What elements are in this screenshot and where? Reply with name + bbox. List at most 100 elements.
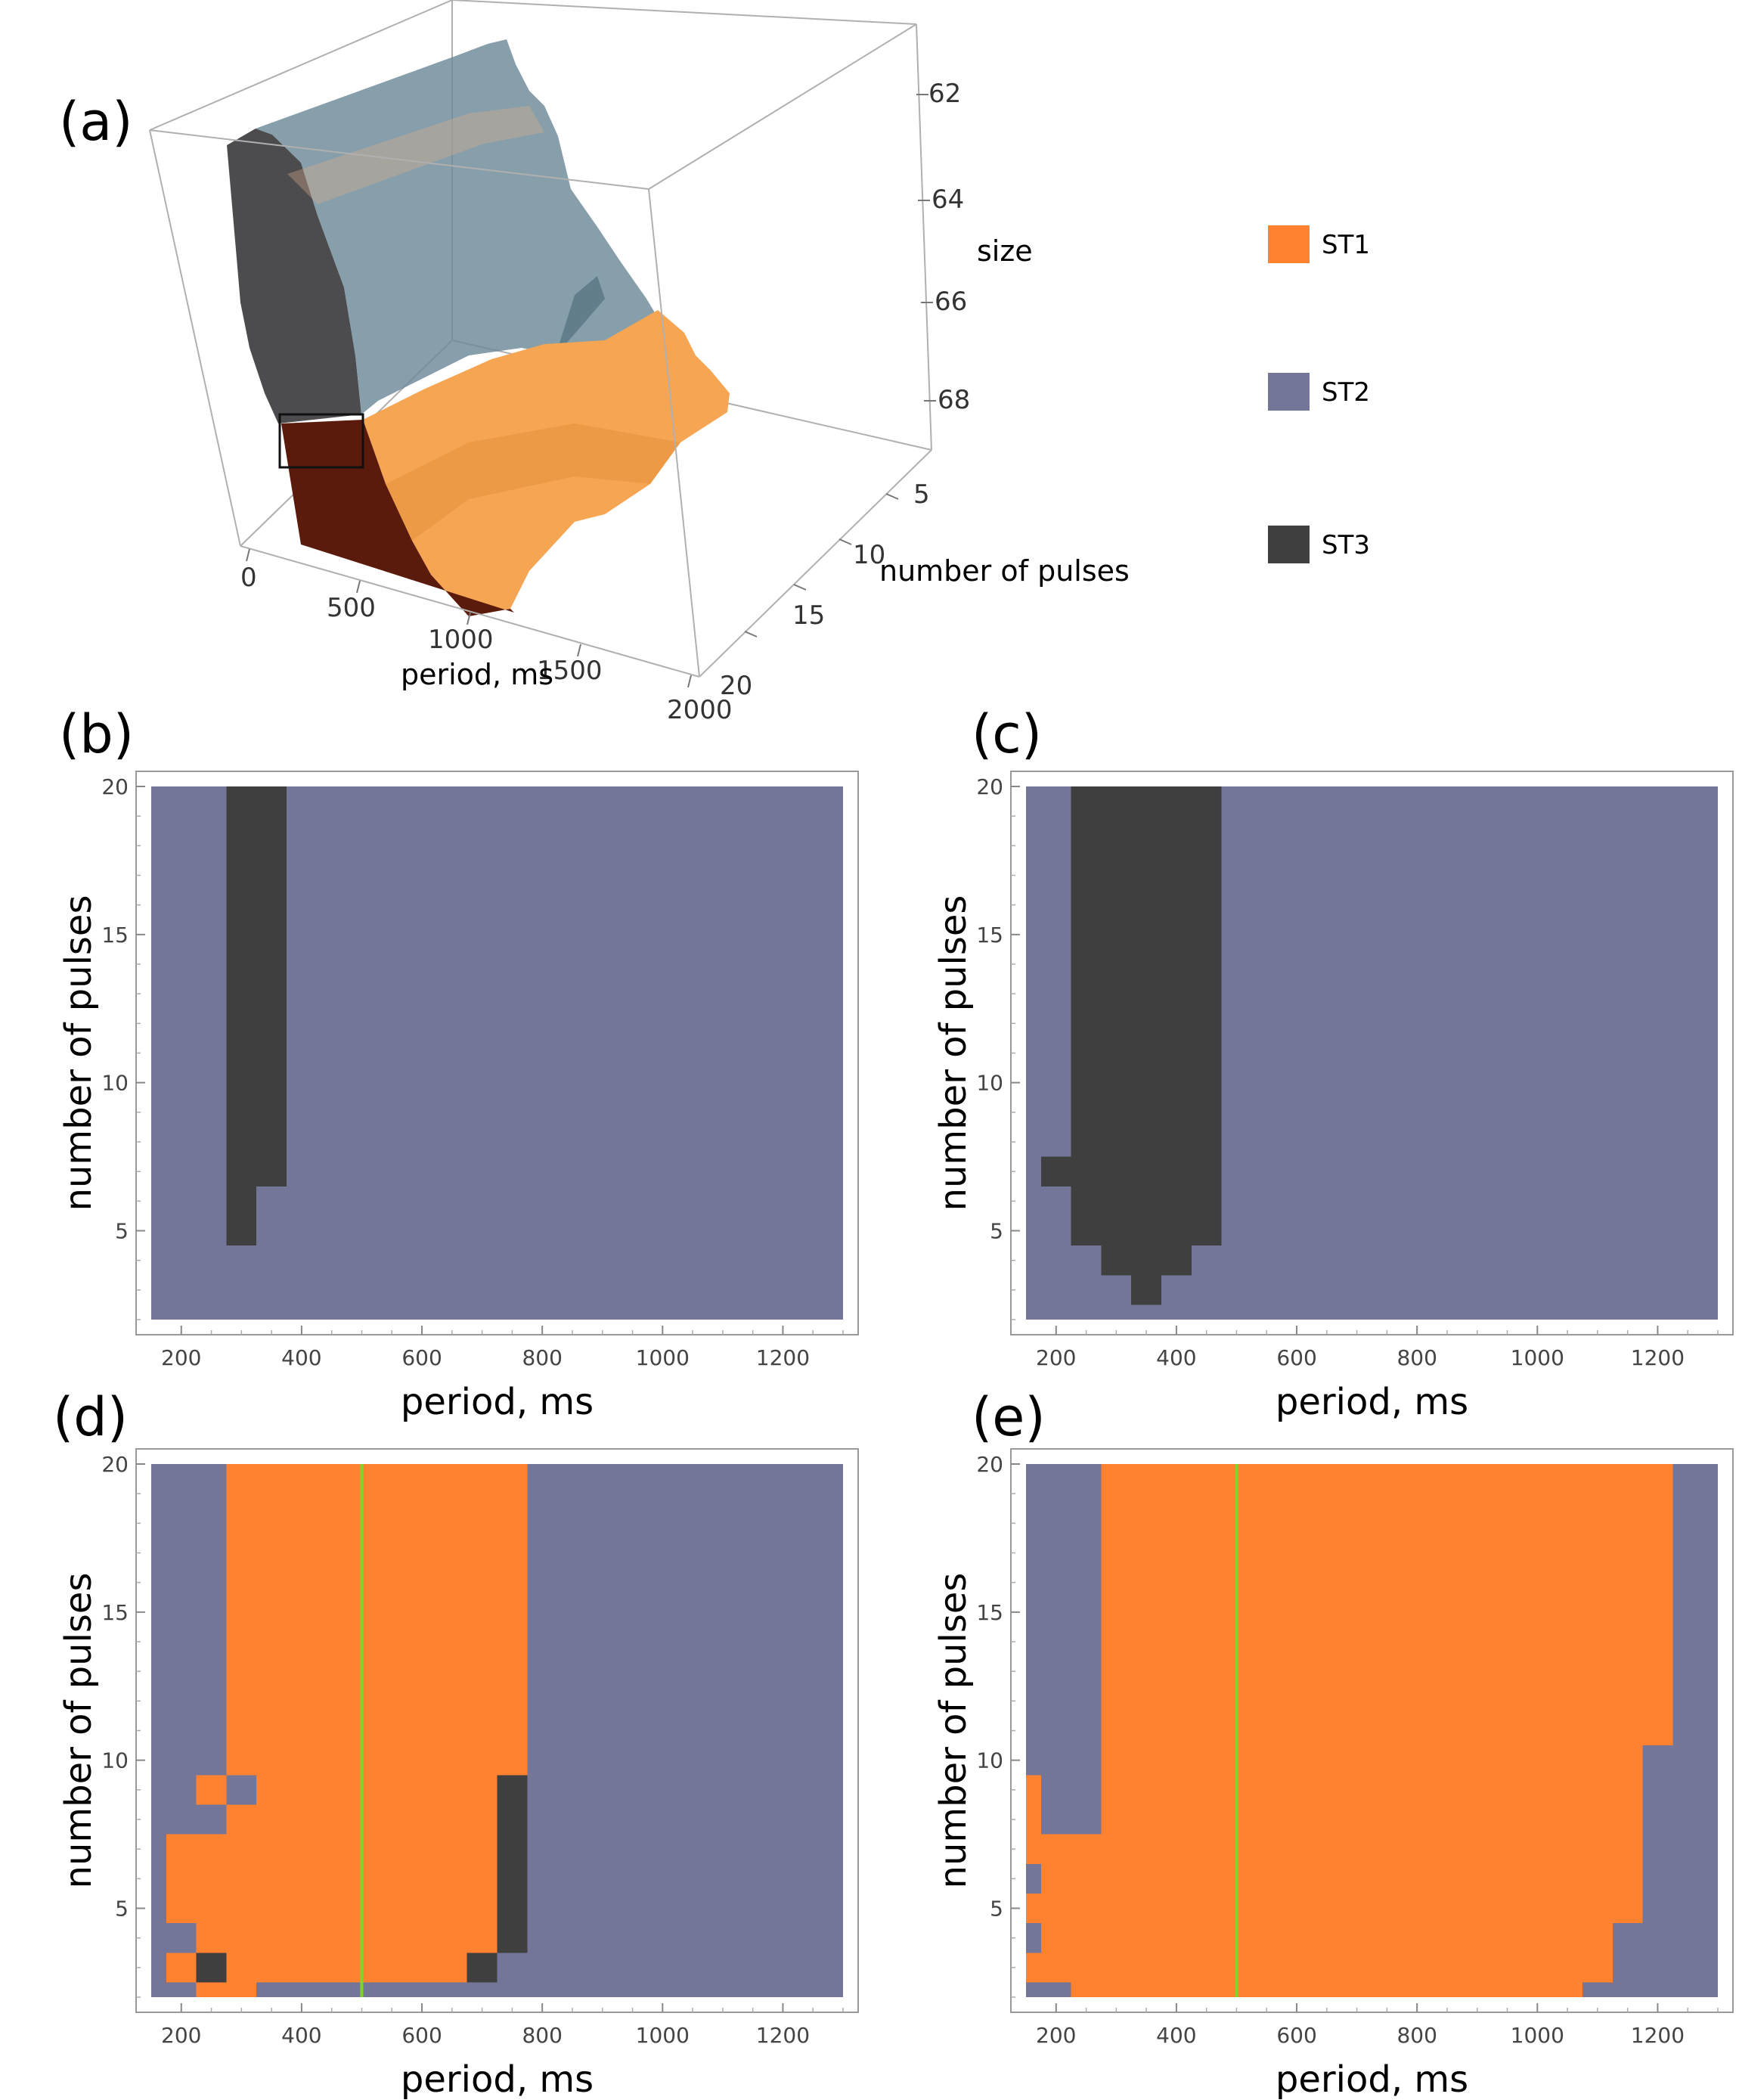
heatmap-cell-st1 bbox=[196, 1775, 227, 1805]
x-tick-1000: 1000 bbox=[428, 625, 494, 655]
legend-swatch-st2 bbox=[1268, 373, 1310, 411]
panel-b-label: (b) bbox=[59, 703, 134, 765]
x-axis-ticks bbox=[246, 548, 692, 688]
heatmap-cell-st1 bbox=[226, 1464, 257, 1776]
legend-label-st3: ST3 bbox=[1322, 530, 1370, 560]
heatmap-cell-st3 bbox=[1071, 786, 1102, 1246]
y-axis-ticks bbox=[744, 493, 899, 637]
panel-c: (c) 200 400 600 800 1000 1200 5 10 15 20 period, m… bbox=[932, 703, 1734, 1423]
y-tick-5: 5 bbox=[913, 479, 930, 510]
x-axis-label: period, ms bbox=[1276, 2058, 1468, 2100]
y-tick-label: 20 bbox=[976, 774, 1003, 799]
x-tick-label: 1200 bbox=[1631, 2023, 1685, 2048]
x-tick-label: 1200 bbox=[756, 2023, 810, 2048]
y-tick-label: 15 bbox=[976, 923, 1003, 948]
x-tick-label: 800 bbox=[1396, 1345, 1437, 1370]
y-axis-label: number of pulses bbox=[932, 1573, 975, 1889]
z-axis-label: size bbox=[977, 234, 1033, 268]
heatmap-cell-st1 bbox=[377, 1464, 467, 1983]
heatmap-cell-st3 bbox=[1161, 786, 1192, 1276]
y-tick-label: 5 bbox=[990, 1219, 1003, 1244]
panel-b: (b) 200 400 600 800 1000 1200 5 10 15 20 period, m… bbox=[57, 703, 859, 1423]
panel-d-label: (d) bbox=[53, 1386, 128, 1448]
z-tick-62: 62 bbox=[928, 79, 961, 109]
panel-d: (d) 200 400 600 800 1000 1200 5 10 15 20 period, m… bbox=[53, 1386, 859, 2100]
heatmap-cell-st3 bbox=[1101, 786, 1132, 1276]
x-tick-label: 600 bbox=[401, 1345, 442, 1370]
y-tick-label: 20 bbox=[101, 1452, 129, 1477]
y-tick-label: 20 bbox=[976, 1452, 1003, 1477]
x-tick-2000: 2000 bbox=[667, 695, 733, 725]
x-axis-label: period, ms bbox=[401, 1381, 594, 1423]
z-axis-ticks bbox=[916, 94, 936, 402]
panel-e: (e) 200 400 600 800 1000 1200 5 10 15 20 period, m… bbox=[932, 1386, 1734, 2100]
x-tick-label: 600 bbox=[401, 2023, 442, 2048]
y-tick-label: 5 bbox=[115, 1219, 129, 1244]
panel-a-label: (a) bbox=[59, 91, 133, 153]
box-front-edges bbox=[149, 23, 932, 678]
x-tick-label: 1000 bbox=[636, 1345, 690, 1370]
heatmap-cell-st1 bbox=[1612, 1464, 1643, 1924]
heatmap-cell-st3 bbox=[1191, 786, 1222, 1246]
x-tick-label: 800 bbox=[522, 2023, 562, 2048]
heatmap-cell-st1 bbox=[1582, 1464, 1613, 1983]
x-tick-label: 400 bbox=[1156, 2023, 1196, 2048]
z-tick-66: 66 bbox=[935, 287, 967, 317]
y-tick-20: 20 bbox=[720, 671, 752, 701]
legend-swatch-st1 bbox=[1268, 225, 1310, 263]
y-tick-label: 10 bbox=[101, 1748, 129, 1773]
heatmap-cell-st1 bbox=[256, 1464, 377, 1983]
heatmap-cell-st1 bbox=[467, 1464, 498, 1953]
panel-c-label: (c) bbox=[972, 703, 1042, 765]
legend-label-st1: ST1 bbox=[1322, 230, 1370, 260]
heatmap-cell-st3 bbox=[1131, 786, 1162, 1305]
y-tick-label: 10 bbox=[976, 1071, 1003, 1096]
x-tick-label: 600 bbox=[1276, 1345, 1316, 1370]
heatmap-cell-st1 bbox=[226, 1804, 257, 1997]
x-tick-label: 1200 bbox=[1631, 1345, 1685, 1370]
y-tick-label: 10 bbox=[976, 1748, 1003, 1773]
x-tick-label: 1000 bbox=[636, 2023, 690, 2048]
heatmap-cell-st1 bbox=[196, 1982, 227, 1997]
y-tick-label: 5 bbox=[115, 1897, 129, 1922]
y-tick-label: 15 bbox=[976, 1600, 1003, 1625]
heatmap-cell-st3 bbox=[1040, 1156, 1071, 1186]
heatmap-cell-st1 bbox=[1026, 1893, 1041, 1924]
heatmap-cell-st1 bbox=[1026, 1775, 1041, 1864]
cusp-box bbox=[278, 413, 364, 469]
x-tick-0: 0 bbox=[240, 563, 257, 593]
heatmap-cell-st1 bbox=[497, 1464, 528, 1776]
y-tick-label: 5 bbox=[990, 1897, 1003, 1922]
x-tick-label: 200 bbox=[1036, 1345, 1076, 1370]
x-tick-1500: 1500 bbox=[537, 656, 603, 686]
heatmap-cell-st3 bbox=[467, 1953, 498, 1983]
y-axis-label: number of pulses bbox=[879, 554, 1130, 588]
legend-label-st2: ST2 bbox=[1322, 377, 1370, 408]
legend-swatch-st3 bbox=[1268, 526, 1310, 563]
z-tick-64: 64 bbox=[931, 185, 964, 215]
x-tick-label: 1000 bbox=[1511, 2023, 1564, 2048]
heatmap-cell-st1 bbox=[1101, 1464, 1582, 1997]
x-tick-label: 800 bbox=[1396, 2023, 1437, 2048]
x-axis-label: period, ms bbox=[401, 658, 553, 691]
panel-a: (a) bbox=[59, 0, 1130, 725]
x-axis-label: period, ms bbox=[401, 2058, 594, 2100]
y-axis-label: number of pulses bbox=[57, 1573, 100, 1889]
heatmap-cell-st1 bbox=[1642, 1464, 1673, 1746]
y-tick-10: 10 bbox=[853, 540, 885, 570]
x-tick-500: 500 bbox=[327, 593, 376, 623]
y-tick-label: 15 bbox=[101, 1600, 129, 1625]
heatmap-cell-st3 bbox=[256, 786, 287, 1186]
heatmap-cell-st1 bbox=[196, 1834, 227, 1953]
z-tick-68: 68 bbox=[938, 385, 970, 415]
heatmap-cell-st3 bbox=[497, 1775, 528, 1953]
x-tick-label: 1000 bbox=[1511, 1345, 1564, 1370]
surface-st2-highlight bbox=[287, 106, 544, 204]
y-tick-label: 20 bbox=[101, 774, 129, 799]
x-tick-label: 1200 bbox=[756, 1345, 810, 1370]
x-tick-label: 800 bbox=[522, 1345, 562, 1370]
x-tick-label: 400 bbox=[281, 2023, 321, 2048]
heatmap-cell-st3 bbox=[196, 1953, 227, 1983]
y-tick-label: 15 bbox=[101, 923, 129, 948]
heatmap-cell-st1 bbox=[1040, 1834, 1102, 1983]
